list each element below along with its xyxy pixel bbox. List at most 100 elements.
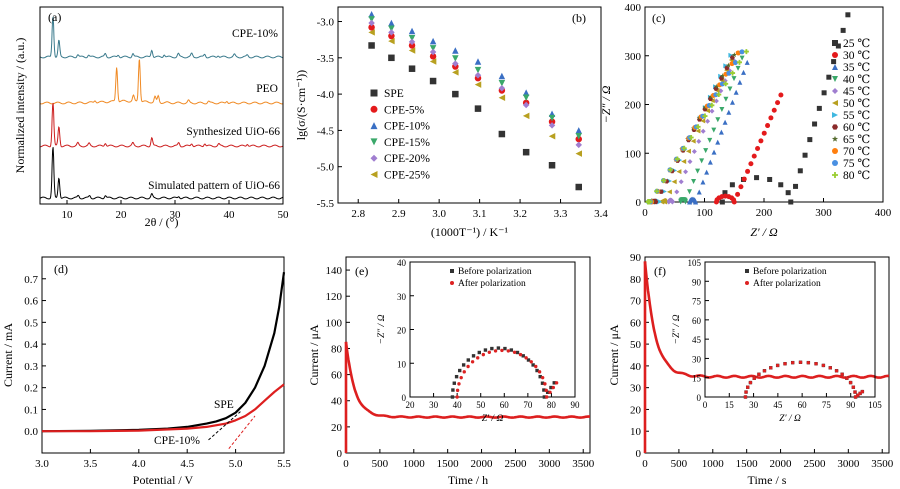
data-point <box>676 169 682 175</box>
data-point <box>452 60 459 67</box>
y-tick-label: 0 <box>402 393 407 403</box>
x-tick-label: 400 <box>875 207 892 219</box>
inset-point <box>542 395 547 399</box>
data-point <box>696 138 702 144</box>
data-point <box>778 182 784 188</box>
legend-marker <box>832 40 838 46</box>
y-tick-label: 10 <box>397 359 407 369</box>
inset-point <box>535 368 539 373</box>
inset-point <box>542 388 546 392</box>
inset-point <box>524 356 528 360</box>
data-point <box>474 81 482 88</box>
data-point <box>685 148 691 154</box>
inset-point <box>496 346 501 350</box>
data-point <box>674 189 680 195</box>
inset-point <box>470 360 475 364</box>
data-point <box>368 29 375 36</box>
panel-c: 0 100 200 300 400 0 100 200 300 400 25 ℃30 ℃35 ℃40… <box>599 2 892 239</box>
plot-frame <box>39 6 284 205</box>
plot-frame <box>704 261 876 398</box>
data-point <box>522 101 530 109</box>
data-point <box>821 90 827 96</box>
data-point <box>687 189 693 195</box>
legend-label: 55 ℃ <box>843 110 870 122</box>
y-tick-label: 40 <box>331 396 343 408</box>
data-point <box>713 92 719 98</box>
data-point <box>548 114 556 122</box>
x-tick-label: 50 <box>278 209 290 221</box>
x-axis-title: (1000T⁻¹) / K⁻¹ <box>431 225 509 239</box>
data-point <box>716 92 722 98</box>
data-point <box>408 38 416 46</box>
x-tick-label: 500 <box>372 458 389 470</box>
lsv-curve <box>42 383 285 433</box>
inset-point <box>461 363 466 367</box>
legend-label: CPE-20% <box>384 153 430 165</box>
data-point <box>681 158 687 164</box>
data-point <box>682 199 688 205</box>
y-tick-label: 400 <box>625 2 642 14</box>
y-tick-label: 60 <box>630 317 642 329</box>
data-point <box>498 79 506 87</box>
x-tick-label: 4.5 <box>180 458 194 470</box>
y-tick-label: 15 <box>692 374 702 384</box>
data-point <box>785 190 791 196</box>
data-point <box>429 37 437 45</box>
legend-label: 45 ℃ <box>843 86 870 98</box>
data-point <box>743 49 749 55</box>
inset-point <box>856 393 860 397</box>
xrd-series-line <box>39 59 284 105</box>
data-point <box>575 183 582 191</box>
data-point <box>758 138 764 144</box>
data-point <box>709 102 715 108</box>
plot-frame <box>337 6 602 204</box>
data-point <box>731 199 737 205</box>
y-tick-label: -3.0 <box>317 17 335 29</box>
panel-label: (b) <box>572 11 586 25</box>
inset-point <box>783 361 787 366</box>
inset-point <box>814 361 818 366</box>
data-point <box>719 81 725 87</box>
data-point <box>807 137 813 143</box>
y-axis-title: lg(σ/(S·cm⁻¹)) <box>294 70 308 140</box>
inset-point <box>483 348 488 352</box>
x-tick-label: 3000 <box>538 458 561 470</box>
data-point <box>678 179 684 185</box>
inset-point <box>545 390 550 394</box>
data-point <box>735 191 741 197</box>
data-point <box>733 89 739 95</box>
data-point <box>674 156 680 162</box>
x-tick-label: 40 <box>224 209 236 221</box>
tangent-line <box>228 415 256 449</box>
data-point <box>732 60 738 66</box>
data-point <box>711 149 717 155</box>
x-tick-label: 3500 <box>572 458 595 470</box>
inset-point <box>806 360 811 365</box>
legend-marker <box>832 160 838 166</box>
data-point <box>751 153 757 159</box>
inset-y-title: −Z″ / Ω <box>377 314 387 344</box>
inset-point <box>459 375 463 380</box>
inset-point <box>529 360 533 364</box>
inset-point <box>746 385 750 389</box>
data-point <box>727 86 733 92</box>
inset-point <box>860 389 865 394</box>
data-point <box>452 55 459 62</box>
data-point <box>720 73 726 79</box>
data-point <box>737 79 743 85</box>
y-tick-label: 0.0 <box>24 426 38 438</box>
data-point <box>768 115 774 121</box>
y-tick-label: 100 <box>625 148 642 160</box>
y-tick-label: 0 <box>636 448 642 460</box>
inset-point <box>544 388 548 393</box>
y-tick-label: 0.6 <box>24 296 38 308</box>
x-tick-label: 1000 <box>702 458 725 470</box>
data-point <box>718 76 724 81</box>
inset-point <box>477 350 481 355</box>
x-tick-label: 20 <box>406 400 416 410</box>
xrd-series-line <box>39 102 284 148</box>
inset-point <box>744 390 748 394</box>
panel-d: 3.0 3.5 4.0 4.5 5.0 5.5 0.0 0.1 0.2 0.3 0.4 0.5 0.6 0… <box>1 256 291 487</box>
data-point <box>700 128 706 134</box>
inset-point <box>493 349 498 353</box>
